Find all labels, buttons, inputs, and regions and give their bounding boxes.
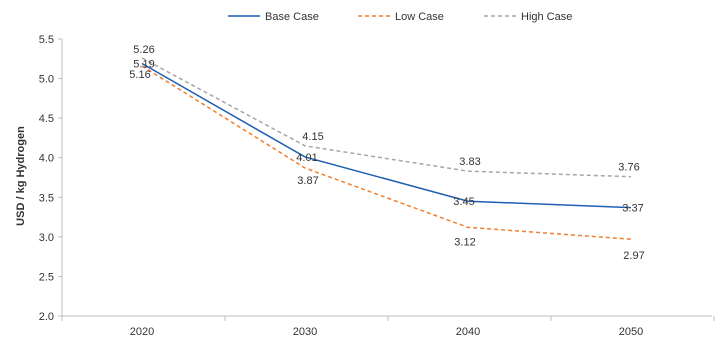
y-tick-label: 3.5 (39, 192, 54, 204)
y-tick-label: 5.0 (39, 74, 54, 86)
y-tick-label: 5.5 (39, 34, 54, 46)
x-tick-label: 2040 (456, 326, 480, 338)
series-line-base-case (141, 62, 632, 209)
data-label-low-case: 2.97 (623, 250, 644, 262)
y-tick-label: 4.5 (39, 113, 54, 125)
data-labels: 5.19 4.01 3.45 3.37 5.16 3.87 3.12 2.97 5.26 4.15… (129, 44, 644, 262)
data-label-base-case: 3.37 (622, 203, 643, 215)
data-label-high-case: 5.26 (133, 44, 154, 56)
data-label-low-case: 5.16 (129, 69, 150, 81)
legend-item-high-case: High Case (484, 11, 572, 23)
data-label-high-case: 3.83 (459, 156, 480, 168)
data-label-high-case: 3.76 (618, 162, 639, 174)
data-label-high-case: 4.15 (302, 131, 323, 143)
x-axis: 2020 2030 2040 2050 (61, 315, 715, 338)
legend-label: Low Case (395, 11, 444, 23)
data-label-low-case: 3.12 (454, 236, 475, 248)
x-tick-label: 2020 (130, 326, 154, 338)
y-tick-label: 2.5 (39, 271, 54, 283)
legend: Base Case Low Case High Case (228, 11, 572, 23)
y-tick-label: 2.0 (39, 311, 54, 323)
y-axis: 2.0 2.5 3.0 3.5 4.0 4.5 5.0 5.5 (39, 34, 63, 323)
y-tick-label: 4.0 (39, 153, 54, 165)
x-tick-label: 2030 (293, 326, 317, 338)
y-axis-label: USD / kg Hydrogen (15, 126, 27, 226)
legend-label: High Case (521, 11, 572, 23)
series-line-high-case (141, 57, 632, 178)
legend-item-low-case: Low Case (358, 11, 444, 23)
data-label-base-case: 4.01 (296, 152, 317, 164)
y-tick-label: 3.0 (39, 232, 54, 244)
data-label-low-case: 3.87 (297, 175, 318, 187)
legend-item-base-case: Base Case (228, 11, 319, 23)
data-label-base-case: 5.19 (133, 59, 154, 71)
data-label-base-case: 3.45 (453, 196, 474, 208)
series-line-low-case (141, 65, 632, 240)
legend-label: Base Case (265, 11, 319, 23)
series-group (141, 57, 632, 240)
x-tick-label: 2050 (619, 326, 643, 338)
